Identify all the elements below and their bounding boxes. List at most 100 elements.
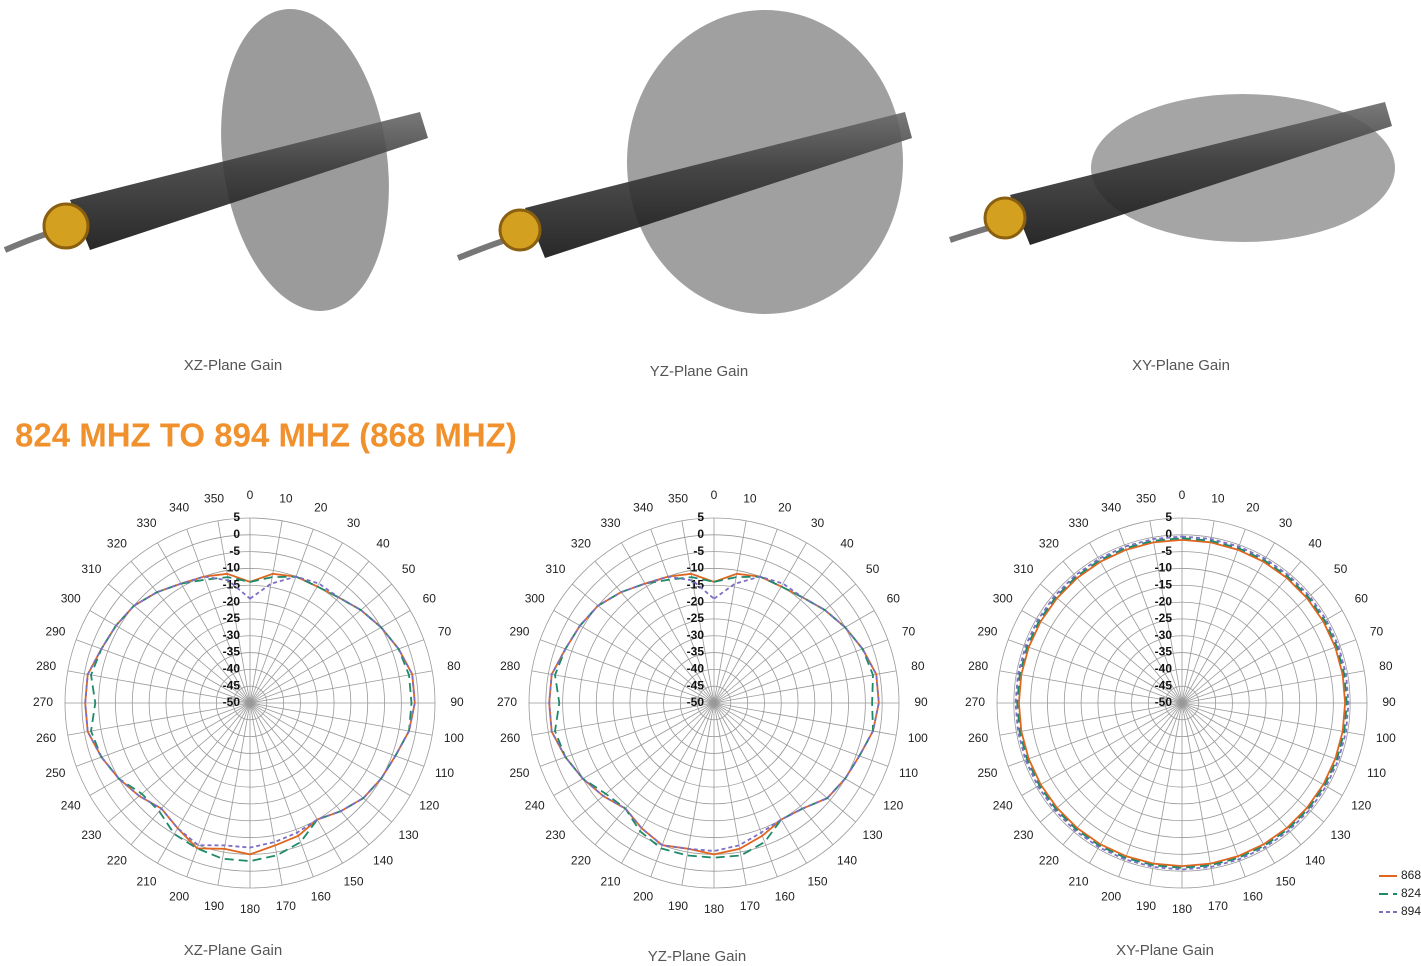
grid-spoke	[1089, 702, 1183, 864]
series-line	[1017, 538, 1347, 868]
grid-spoke	[1181, 670, 1365, 704]
legend-label: 868 MHz	[1401, 868, 1421, 882]
angle-tick-label: 200	[1101, 890, 1121, 904]
angle-tick-label: 300	[993, 592, 1013, 606]
grid-spoke	[249, 702, 411, 796]
angle-tick-label: 230	[1013, 828, 1033, 842]
angle-tick-label: 70	[902, 624, 916, 638]
angle-tick-label: 220	[107, 854, 127, 868]
angle-tick-label: 140	[837, 854, 857, 868]
angle-tick-label: 20	[778, 501, 792, 515]
angle-tick-label: 90	[1382, 695, 1396, 709]
radial-tick-label: 5	[233, 510, 240, 524]
grid-spoke	[594, 561, 715, 704]
grid-spoke	[713, 702, 875, 796]
radial-tick-label: -25	[687, 611, 705, 625]
grid-spoke	[681, 702, 715, 886]
angle-tick-label: 130	[399, 828, 419, 842]
grid-spoke	[1181, 542, 1275, 704]
angle-tick-label: 170	[276, 899, 296, 913]
radial-tick-label: -50	[223, 695, 241, 709]
angle-tick-label: 350	[204, 491, 224, 505]
angle-tick-label: 240	[993, 799, 1013, 813]
grid-spoke	[713, 610, 875, 704]
angle-tick-label: 90	[914, 695, 928, 709]
angle-tick-label: 160	[311, 890, 331, 904]
angle-tick-label: 160	[775, 890, 795, 904]
angle-tick-label: 10	[743, 491, 757, 505]
angle-tick-label: 160	[1243, 890, 1263, 904]
grid-spoke	[1149, 520, 1183, 704]
angle-tick-label: 220	[1039, 854, 1059, 868]
grid-spoke	[621, 702, 715, 864]
radial-tick-label: -25	[1155, 611, 1173, 625]
angle-tick-label: 80	[911, 659, 925, 673]
grid-spoke	[157, 702, 251, 864]
radial-tick-label: -40	[1155, 662, 1173, 676]
radial-tick-label: -10	[1155, 561, 1173, 575]
radial-tick-label: -40	[687, 662, 705, 676]
angle-tick-label: 260	[968, 731, 988, 745]
angle-tick-label: 100	[444, 731, 464, 745]
angle-tick-label: 320	[107, 537, 127, 551]
angle-tick-label: 350	[1136, 491, 1156, 505]
antenna-image	[949, 94, 1395, 245]
grid-spoke	[1118, 702, 1183, 877]
radial-tick-label: -50	[1155, 695, 1173, 709]
angle-tick-label: 180	[240, 902, 260, 916]
angle-tick-label: 110	[435, 766, 454, 780]
angle-tick-label: 0	[1179, 488, 1186, 502]
grid-spoke	[130, 702, 251, 845]
image-caption: YZ-Plane Gain	[650, 363, 748, 380]
grid-spoke	[713, 702, 747, 886]
angle-tick-label: 190	[668, 899, 688, 913]
angle-tick-label: 240	[525, 799, 545, 813]
radial-tick-label: -10	[687, 561, 705, 575]
grid-spoke	[713, 583, 856, 704]
angle-tick-label: 100	[1376, 731, 1396, 745]
grid-spoke	[249, 639, 424, 704]
grid-spoke	[1181, 702, 1246, 877]
chart-caption: XY-Plane Gain	[1116, 942, 1214, 959]
grid-spoke	[1181, 520, 1215, 704]
grid-spoke	[999, 702, 1183, 736]
grid-spoke	[67, 670, 251, 704]
angle-tick-label: 310	[81, 562, 101, 576]
angle-tick-label: 10	[1211, 491, 1225, 505]
angle-tick-label: 220	[571, 854, 591, 868]
angle-tick-label: 250	[977, 766, 997, 780]
grid-spoke	[89, 702, 251, 796]
angle-tick-label: 100	[908, 731, 928, 745]
angle-tick-label: 250	[509, 766, 529, 780]
angle-tick-label: 230	[81, 828, 101, 842]
grid-spoke	[572, 583, 715, 704]
angle-tick-label: 200	[633, 890, 653, 904]
image-caption: XZ-Plane Gain	[184, 357, 282, 374]
grid-spoke	[572, 702, 715, 823]
angle-tick-label: 330	[600, 516, 620, 530]
grid-spoke	[157, 542, 251, 704]
grid-spoke	[1040, 583, 1183, 704]
grid-spoke	[249, 561, 370, 704]
grid-spoke	[1181, 529, 1246, 704]
angle-tick-label: 320	[1039, 537, 1059, 551]
series-line	[548, 575, 880, 852]
angle-tick-label: 40	[1308, 537, 1322, 551]
angle-tick-label: 60	[423, 592, 437, 606]
angle-tick-label: 190	[1136, 899, 1156, 913]
grid-spoke	[713, 542, 807, 704]
grid-spoke	[1181, 610, 1343, 704]
angle-tick-label: 140	[373, 854, 393, 868]
radial-tick-label: -40	[223, 662, 241, 676]
angle-tick-label: 60	[887, 592, 901, 606]
radial-tick-label: -20	[687, 594, 705, 608]
grid-spoke	[1181, 702, 1275, 864]
angle-tick-label: 90	[450, 695, 464, 709]
angle-tick-label: 170	[1208, 899, 1228, 913]
angle-tick-label: 260	[500, 731, 520, 745]
angle-tick-label: 120	[1351, 799, 1371, 813]
angle-tick-label: 200	[169, 890, 189, 904]
angle-tick-label: 210	[1068, 874, 1088, 888]
angle-tick-label: 270	[33, 695, 53, 709]
grid-spoke	[1181, 702, 1356, 767]
